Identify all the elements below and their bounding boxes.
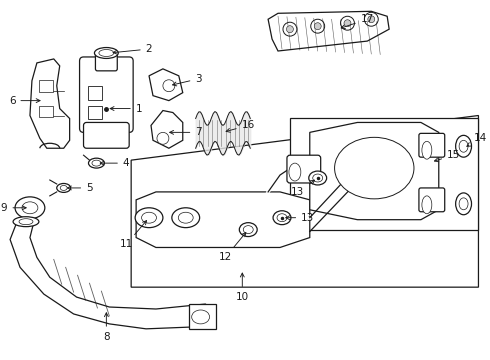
Ellipse shape: [459, 198, 468, 210]
Polygon shape: [189, 304, 216, 329]
Text: 2: 2: [113, 44, 152, 54]
FancyBboxPatch shape: [96, 52, 117, 71]
Ellipse shape: [277, 214, 287, 222]
Text: 6: 6: [9, 96, 40, 105]
Ellipse shape: [19, 219, 33, 225]
FancyBboxPatch shape: [39, 80, 53, 92]
Ellipse shape: [142, 212, 156, 223]
Ellipse shape: [239, 223, 257, 237]
Ellipse shape: [92, 160, 101, 166]
Ellipse shape: [313, 174, 323, 182]
Ellipse shape: [99, 50, 114, 57]
Text: 8: 8: [103, 313, 110, 342]
Ellipse shape: [244, 226, 253, 234]
Ellipse shape: [135, 208, 163, 228]
Polygon shape: [310, 122, 439, 220]
Polygon shape: [149, 69, 183, 100]
Text: 9: 9: [1, 203, 26, 213]
Text: 4: 4: [100, 158, 129, 168]
Ellipse shape: [60, 185, 67, 190]
Text: 13: 13: [286, 213, 315, 223]
Ellipse shape: [22, 202, 38, 214]
Polygon shape: [136, 192, 310, 247]
Text: 13: 13: [291, 180, 315, 197]
Polygon shape: [151, 111, 183, 148]
FancyBboxPatch shape: [287, 155, 320, 183]
FancyBboxPatch shape: [89, 86, 102, 100]
Ellipse shape: [456, 135, 471, 157]
Ellipse shape: [192, 310, 210, 324]
Polygon shape: [290, 118, 478, 230]
Ellipse shape: [456, 193, 471, 215]
Polygon shape: [10, 222, 211, 329]
Ellipse shape: [95, 48, 118, 58]
Ellipse shape: [273, 211, 291, 225]
Circle shape: [311, 19, 325, 33]
FancyBboxPatch shape: [419, 133, 445, 157]
Text: 3: 3: [172, 74, 202, 86]
FancyBboxPatch shape: [83, 122, 129, 148]
FancyBboxPatch shape: [89, 105, 102, 120]
Text: 15: 15: [435, 150, 460, 162]
Text: 5: 5: [68, 183, 93, 193]
Ellipse shape: [89, 158, 104, 168]
Ellipse shape: [15, 197, 45, 219]
FancyBboxPatch shape: [419, 188, 445, 212]
Ellipse shape: [459, 140, 468, 152]
Text: 10: 10: [236, 273, 249, 302]
Circle shape: [287, 26, 294, 33]
Text: 17: 17: [341, 14, 374, 28]
Text: 14: 14: [467, 133, 487, 146]
Text: 7: 7: [170, 127, 202, 138]
Circle shape: [365, 12, 378, 26]
Polygon shape: [268, 11, 389, 51]
Polygon shape: [30, 59, 70, 148]
Ellipse shape: [13, 217, 39, 227]
Ellipse shape: [178, 212, 193, 223]
Circle shape: [157, 132, 169, 144]
Ellipse shape: [309, 171, 327, 185]
Circle shape: [344, 20, 351, 27]
Ellipse shape: [422, 141, 432, 159]
Circle shape: [314, 23, 321, 30]
Text: 16: 16: [226, 121, 255, 132]
Circle shape: [341, 16, 354, 30]
Circle shape: [283, 22, 297, 36]
Text: 1: 1: [110, 104, 143, 113]
Polygon shape: [131, 116, 478, 287]
Ellipse shape: [172, 208, 199, 228]
FancyBboxPatch shape: [39, 105, 53, 117]
Ellipse shape: [335, 137, 414, 199]
FancyBboxPatch shape: [79, 57, 133, 132]
Text: 12: 12: [219, 233, 246, 262]
Ellipse shape: [422, 196, 432, 214]
Ellipse shape: [57, 184, 71, 192]
Text: 11: 11: [120, 221, 147, 249]
Circle shape: [368, 16, 375, 23]
Circle shape: [163, 80, 175, 92]
Ellipse shape: [289, 163, 301, 181]
